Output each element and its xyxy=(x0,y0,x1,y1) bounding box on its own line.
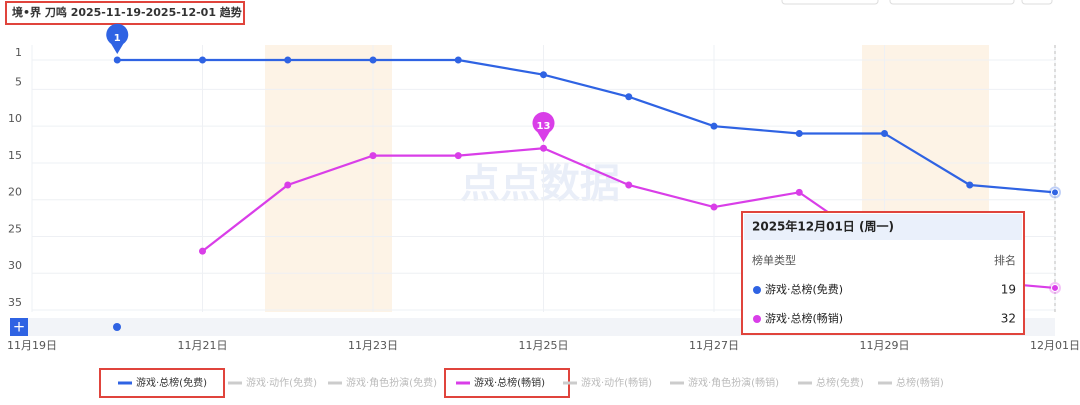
highlight-box xyxy=(99,368,225,398)
x-tick-label: 11月19日 xyxy=(7,339,57,352)
tooltip-col: 排名 xyxy=(994,253,1016,267)
tooltip-name: 游戏·总榜(免费) xyxy=(765,282,843,296)
tooltip-dot xyxy=(753,286,761,294)
button[interactable] xyxy=(781,0,879,5)
y-tick-label: 30 xyxy=(8,259,22,272)
legend-label[interactable]: 游戏·动作(畅销) xyxy=(581,376,652,389)
y-tick-label: 5 xyxy=(15,75,22,88)
y-tick-label: 25 xyxy=(8,222,22,235)
x-tick-label: 11月29日 xyxy=(860,339,910,352)
y-tick-label: 20 xyxy=(8,186,22,199)
tooltip-title: 2025年12月01日 (周一) xyxy=(752,219,894,234)
point xyxy=(625,93,633,101)
y-tick-label: 10 xyxy=(8,112,22,125)
button[interactable] xyxy=(1021,0,1053,5)
pin xyxy=(532,112,555,143)
series-line xyxy=(117,58,1056,194)
tooltip-dot xyxy=(753,315,761,323)
pin xyxy=(106,23,129,54)
tooltip-value: 19 xyxy=(1001,283,1016,297)
point xyxy=(199,56,206,64)
legend-label[interactable]: 游戏·总榜(畅销) xyxy=(474,376,545,389)
point xyxy=(966,181,974,189)
tooltip-col: 榜单类型 xyxy=(752,253,796,267)
point xyxy=(113,56,121,64)
chart-title: 境•界 刀鸣 2025-11-19-2025-12-01 趋势 xyxy=(12,5,242,19)
point xyxy=(795,188,803,196)
point xyxy=(1051,188,1059,197)
point xyxy=(710,122,718,130)
button[interactable] xyxy=(889,0,1015,5)
point xyxy=(881,130,888,138)
point xyxy=(199,247,206,255)
point xyxy=(284,181,292,189)
y-tick-label: 15 xyxy=(8,149,22,162)
x-tick-label: 11月21日 xyxy=(178,339,228,352)
point xyxy=(1051,283,1059,292)
highlight-box xyxy=(5,1,245,25)
point xyxy=(454,56,462,64)
legend-label[interactable]: 游戏·动作(免费) xyxy=(246,376,317,389)
legend-label[interactable]: 总榜(免费) xyxy=(816,376,864,389)
legend-label[interactable]: 总榜(畅销) xyxy=(896,376,944,389)
tooltip-header xyxy=(744,214,1022,240)
point xyxy=(369,152,377,160)
legend-label[interactable]: 游戏·角色扮演(免费) xyxy=(346,376,437,389)
point xyxy=(540,144,547,152)
x-tick-label: 11月25日 xyxy=(519,339,569,352)
x-tick-label: 11月23日 xyxy=(348,339,398,352)
point xyxy=(454,152,462,160)
legend-label[interactable]: 游戏·总榜(免费) xyxy=(136,376,207,389)
pin-label: 13 xyxy=(537,121,551,132)
y-tick-label: 35 xyxy=(8,296,22,309)
point xyxy=(710,203,718,211)
point xyxy=(795,130,803,138)
pin-label: 1 xyxy=(114,33,121,44)
x-tick-label: 12月01日 xyxy=(1030,339,1080,352)
add-icon[interactable]: + xyxy=(13,318,26,336)
point xyxy=(369,56,377,64)
event-dot xyxy=(113,323,121,331)
legend-label[interactable]: 游戏·角色扮演(畅销) xyxy=(688,376,779,389)
point xyxy=(540,71,547,79)
x-tick-label: 11月27日 xyxy=(689,339,739,352)
tooltip-value: 32 xyxy=(1001,312,1016,326)
add-button[interactable] xyxy=(10,318,28,336)
point xyxy=(284,56,292,64)
point xyxy=(625,181,633,189)
y-tick-label: 1 xyxy=(15,46,22,59)
tooltip-name: 游戏·总榜(畅销) xyxy=(765,311,843,325)
